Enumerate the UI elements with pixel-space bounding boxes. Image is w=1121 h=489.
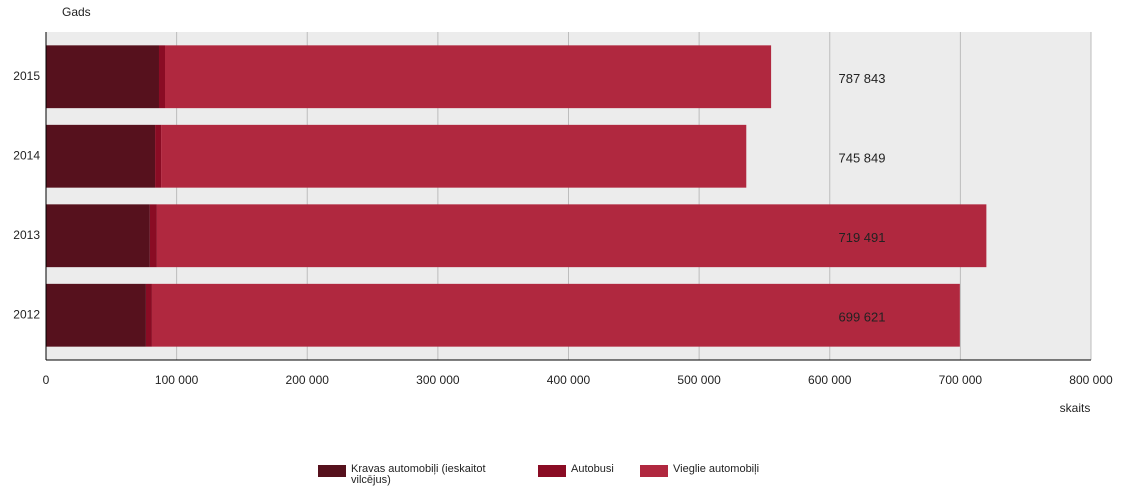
bar-segment	[156, 204, 987, 268]
bar-segment	[46, 283, 146, 347]
bar-annotation: 745 849	[839, 151, 886, 166]
y-tick-label: 2012	[13, 307, 40, 321]
x-tick-label: 800 000	[1069, 373, 1113, 387]
y-tick-label: 2013	[13, 228, 40, 242]
x-tick-label: 400 000	[547, 373, 591, 387]
bar-annotation: 787 843	[839, 71, 886, 86]
bar-segment	[145, 283, 152, 347]
legend-label: Kravas automobiļi (ieskaitot vilcējus)	[351, 463, 486, 486]
bar-segment	[46, 204, 150, 268]
bar-segment	[46, 45, 159, 109]
x-tick-label: 300 000	[416, 373, 460, 387]
y-tick-label: 2015	[13, 69, 40, 83]
legend-label-line: Kravas automobiļi (ieskaitot	[351, 463, 486, 475]
bar-segment	[155, 124, 162, 188]
bar-segment	[149, 204, 157, 268]
y-tick-label: 2014	[13, 148, 40, 162]
bar-segment	[161, 124, 747, 188]
x-tick-label: 200 000	[286, 373, 330, 387]
legend-label: Vieglie automobiļi	[673, 463, 759, 475]
bar-annotation: 719 491	[839, 230, 886, 245]
legend-swatch	[538, 465, 566, 477]
legend-swatch	[640, 465, 668, 477]
y-axis-label: Gads	[62, 5, 91, 19]
bar-segment	[46, 124, 156, 188]
x-axis-label: skaits	[1060, 401, 1091, 415]
x-tick-label: 100 000	[155, 373, 199, 387]
legend-label-line: vilcējus)	[351, 474, 391, 486]
x-tick-label: 0	[43, 373, 50, 387]
x-tick-label: 500 000	[677, 373, 721, 387]
legend-swatch	[318, 465, 346, 477]
bar-segment	[158, 45, 165, 109]
legend-label: Autobusi	[571, 463, 614, 475]
x-tick-label: 600 000	[808, 373, 852, 387]
bar-annotation: 699 621	[839, 310, 886, 325]
bar-segment	[151, 283, 960, 347]
bar-segment	[164, 45, 772, 109]
x-tick-label: 700 000	[939, 373, 983, 387]
